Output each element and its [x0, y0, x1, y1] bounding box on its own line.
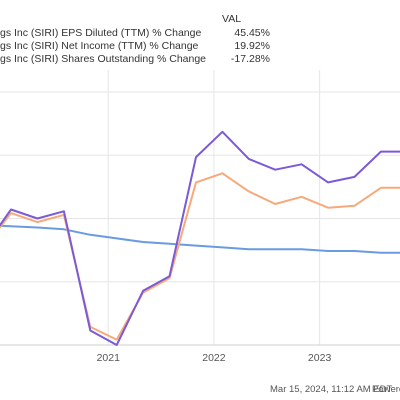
chart-footer: Mar 15, 2024, 11:12 AM EDT Powere	[270, 384, 400, 395]
legend-series-name-2: gs Inc (SIRI) Shares Outstanding % Chang…	[0, 53, 206, 65]
series-line-2	[0, 224, 400, 254]
series-line-1	[0, 172, 400, 341]
x-tick-label-2023: 2023	[308, 352, 332, 364]
x-tick-label-2021: 2021	[97, 352, 121, 364]
legend-background	[0, 0, 400, 70]
legend-series-value-1: 19.92%	[234, 40, 270, 52]
legend-series-name-0: gs Inc (SIRI) EPS Diluted (TTM) % Change	[0, 27, 201, 39]
footer-timestamp: Mar 15, 2024, 11:12 AM EDT	[270, 384, 393, 395]
legend-series-name-1: gs Inc (SIRI) Net Income (TTM) % Change	[0, 40, 199, 52]
series-line-0	[0, 130, 400, 346]
legend-series-value-2: -17.28%	[231, 53, 270, 65]
x-tick-label-2022: 2022	[202, 352, 226, 364]
chart-series-lines	[0, 130, 400, 346]
chart-legend: VAL gs Inc (SIRI) EPS Diluted (TTM) % Cha…	[0, 13, 270, 65]
x-axis-ticks: 2021 2022 2023	[97, 352, 332, 364]
legend-series-value-0: 45.45%	[234, 27, 270, 39]
legend-value-header: VAL	[222, 13, 241, 25]
footer-powered-by: Powere	[372, 384, 400, 395]
legend-panel	[0, 0, 400, 70]
